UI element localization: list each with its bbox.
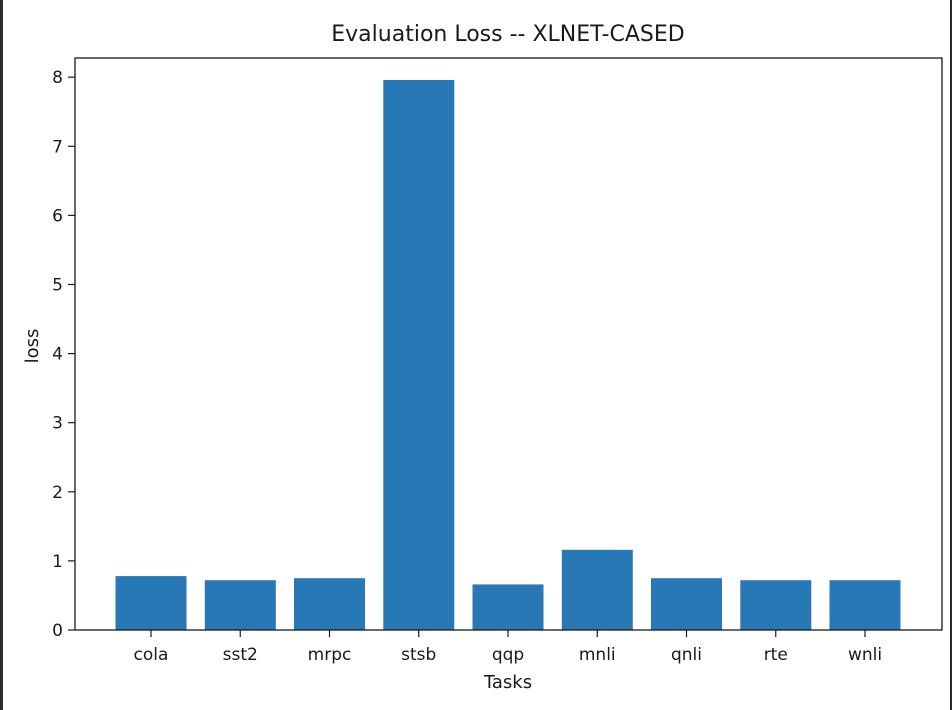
x-tick-label-sst2: sst2 xyxy=(223,645,258,665)
y-tick-label: 5 xyxy=(52,276,63,296)
bar-mrpc xyxy=(294,578,365,630)
x-ticks-group: cola sst2 mrpc stsb qqp mnli qnli rte wnli xyxy=(134,630,882,665)
y-tick-label: 1 xyxy=(52,552,63,572)
x-tick-label-qqp: qqp xyxy=(492,645,524,665)
x-tick-label-mnli: mnli xyxy=(579,645,616,665)
bar-wnli xyxy=(829,580,901,630)
x-axis-label: Tasks xyxy=(483,672,532,693)
bar-sst2 xyxy=(204,580,276,630)
y-tick-label: 7 xyxy=(52,137,63,157)
bar-chart: Evaluation Loss -- XLNET-CASED loss Task… xyxy=(22,22,943,693)
x-tick-label-stsb: stsb xyxy=(401,645,436,665)
x-tick-label-wnli: wnli xyxy=(848,645,882,665)
y-tick-label: 6 xyxy=(52,206,63,226)
chart-title: Evaluation Loss -- XLNET-CASED xyxy=(331,22,684,47)
x-tick-label-rte: rte xyxy=(764,645,788,665)
y-tick-label: 4 xyxy=(52,345,63,365)
y-ticks-group: 0 1 2 3 4 5 6 7 8 xyxy=(52,68,75,641)
bar-stsb xyxy=(383,80,455,630)
plot-area-frame xyxy=(74,57,943,631)
x-tick-label-qnli: qnli xyxy=(671,645,702,665)
bar-qnli xyxy=(651,578,722,630)
y-tick-label: 8 xyxy=(52,68,63,88)
y-tick-label: 0 xyxy=(52,621,63,641)
bar-cola xyxy=(115,576,187,630)
bar-mnli xyxy=(561,549,633,630)
y-tick-label: 3 xyxy=(52,414,63,434)
bar-rte xyxy=(740,580,812,630)
y-axis-label: loss xyxy=(22,329,43,364)
x-tick-label-mrpc: mrpc xyxy=(308,645,352,665)
x-tick-label-cola: cola xyxy=(134,645,169,665)
y-tick-label: 2 xyxy=(52,483,63,503)
bar-qqp xyxy=(472,584,544,630)
bars-group xyxy=(115,80,901,630)
